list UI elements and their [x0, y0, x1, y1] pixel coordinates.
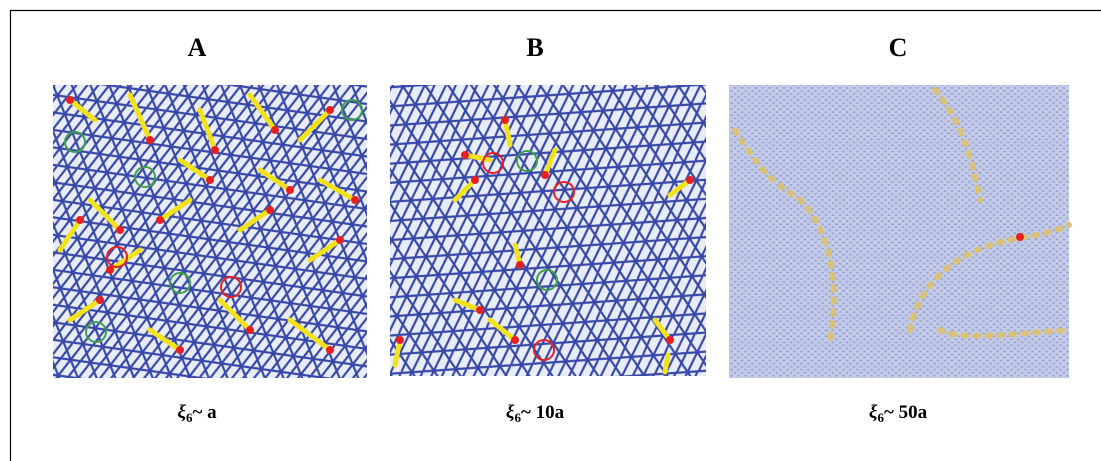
- panel-a-image: [53, 85, 367, 378]
- page: {"panels": [ {"label": "A", "caption": {…: [0, 0, 1101, 461]
- panel-caption: ξ6~ 10a: [506, 402, 565, 425]
- panel-caption: ξ6~ a: [177, 402, 217, 425]
- panel-c-image: [729, 85, 1069, 378]
- panel-caption: ξ6~ 50a: [869, 402, 928, 425]
- panel-label: A: [188, 33, 207, 62]
- caption-text: ~ 10a: [521, 402, 565, 423]
- panel-b-image: [390, 85, 706, 376]
- caption-text: ~ 50a: [884, 402, 928, 423]
- figure: A B C ξ6~ a ξ6~ 10a ξ6~ 50a: [0, 0, 1101, 461]
- caption-text: ~ a: [192, 402, 217, 423]
- panel-label: C: [889, 33, 908, 62]
- panel-label: B: [526, 33, 543, 62]
